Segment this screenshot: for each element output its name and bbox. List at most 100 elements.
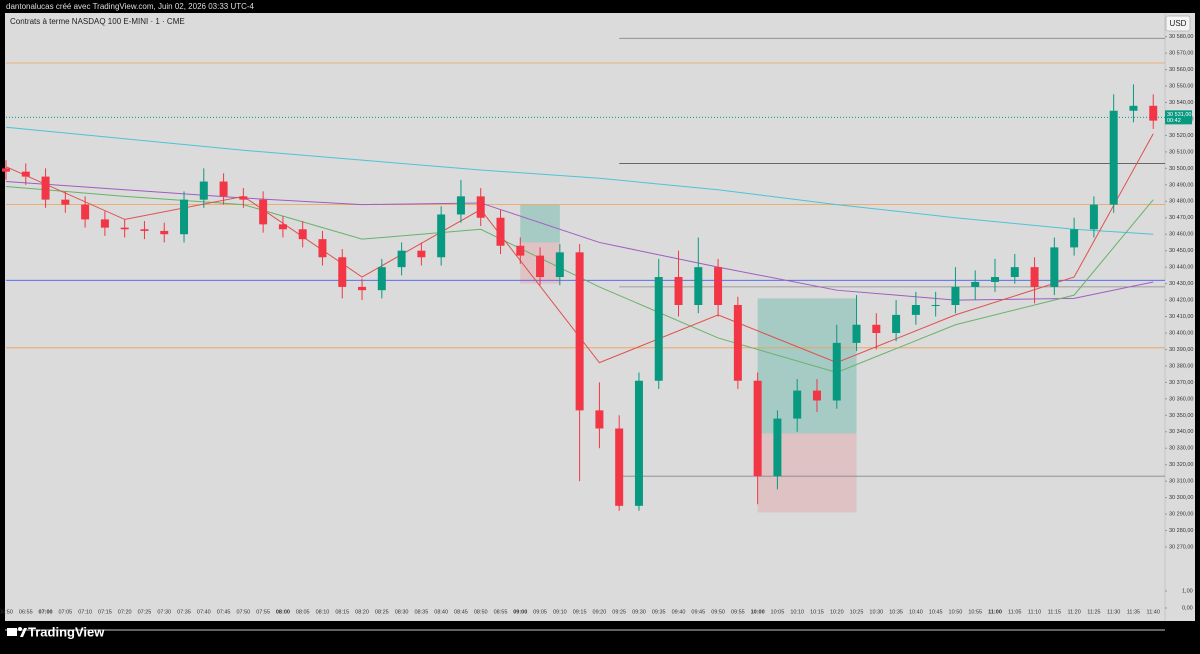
currency-box[interactable] bbox=[1165, 15, 1191, 32]
x-tick-label: 10:20 bbox=[830, 609, 844, 615]
x-tick-label: 10:55 bbox=[968, 609, 982, 615]
candle-body bbox=[180, 199, 189, 235]
x-tick-label: 07:50 bbox=[236, 609, 250, 615]
candle-body bbox=[615, 428, 624, 506]
y-tick-label: 30 310,00 bbox=[1169, 479, 1193, 485]
y-tick-label: 30 500,00 bbox=[1169, 166, 1193, 172]
y-tick-label: 30 350,00 bbox=[1169, 413, 1193, 419]
candle-body bbox=[41, 176, 50, 200]
x-tick-label: 11:10 bbox=[1028, 609, 1041, 615]
candle-body bbox=[516, 245, 525, 256]
plot-background bbox=[5, 13, 1195, 621]
candle-body bbox=[654, 277, 663, 381]
candle-body bbox=[358, 286, 367, 291]
x-tick-label: 10:00 bbox=[751, 609, 765, 615]
moving-average bbox=[5, 126, 1154, 235]
x-tick-label: 08:50 bbox=[474, 609, 488, 615]
candle-body bbox=[892, 314, 901, 333]
y-tick-label: 30 300,00 bbox=[1169, 495, 1193, 501]
y-tick-label: 30 470,00 bbox=[1169, 215, 1193, 221]
x-tick-label: 07:05 bbox=[58, 609, 72, 615]
y-tick-label: 30 380,00 bbox=[1169, 363, 1193, 369]
x-tick-label: 09:30 bbox=[632, 609, 646, 615]
x-tick-label: 07:25 bbox=[138, 609, 152, 615]
volume-tick-label: 0,00 bbox=[1182, 605, 1193, 611]
candle-body bbox=[496, 217, 505, 246]
x-tick-label: 09:55 bbox=[731, 609, 745, 615]
y-tick-label: 30 280,00 bbox=[1169, 528, 1193, 534]
x-tick-label: 09:05 bbox=[533, 609, 547, 615]
y-tick-label: 30 290,00 bbox=[1169, 512, 1193, 518]
x-tick-label: 07:40 bbox=[197, 609, 211, 615]
candle-body bbox=[239, 196, 248, 200]
volume-tick-label: 1,00 bbox=[1182, 588, 1193, 594]
x-tick-label: 09:50 bbox=[711, 609, 725, 615]
x-tick-label: 08:10 bbox=[316, 609, 330, 615]
x-tick-label: 11:30 bbox=[1107, 609, 1120, 615]
candle-body bbox=[61, 199, 70, 205]
x-tick-label: 10:30 bbox=[869, 609, 883, 615]
candle-body bbox=[694, 267, 703, 306]
candle-body bbox=[259, 199, 268, 225]
x-tick-label: 07:00 bbox=[39, 609, 53, 615]
y-tick-label: 30 480,00 bbox=[1169, 199, 1193, 205]
x-tick-label: 09:35 bbox=[652, 609, 666, 615]
x-tick-label: 08:25 bbox=[375, 609, 389, 615]
candle-body bbox=[852, 324, 861, 343]
y-tick-label: 30 570,00 bbox=[1169, 51, 1193, 57]
currency: USD bbox=[1170, 19, 1187, 28]
candle-body bbox=[1109, 110, 1118, 205]
last-price-tag bbox=[1165, 110, 1192, 125]
y-tick-label: 30 430,00 bbox=[1169, 281, 1193, 287]
candle-body bbox=[100, 219, 109, 228]
candle-body bbox=[476, 196, 485, 218]
candle-body bbox=[872, 324, 881, 333]
x-tick-label: 07:35 bbox=[177, 609, 191, 615]
candle-body bbox=[832, 342, 841, 401]
candle-body bbox=[536, 255, 545, 278]
x-tick-label: 07:20 bbox=[118, 609, 132, 615]
candle-body bbox=[951, 286, 960, 306]
x-tick-label: 08:00 bbox=[276, 609, 290, 615]
candle-body bbox=[911, 305, 920, 315]
countdown: 00:42 bbox=[1167, 118, 1181, 124]
x-tick-label: 11:35 bbox=[1127, 609, 1140, 615]
candle-body bbox=[417, 250, 426, 258]
y-tick-label: 30 540,00 bbox=[1169, 100, 1193, 106]
logo-mark bbox=[7, 628, 17, 636]
x-tick-label: 08:30 bbox=[395, 609, 409, 615]
y-tick-label: 30 510,00 bbox=[1169, 149, 1193, 155]
candle-body bbox=[437, 214, 446, 258]
candle-body bbox=[199, 181, 208, 200]
candle-body bbox=[456, 196, 465, 215]
candle-body bbox=[1050, 247, 1059, 287]
x-tick-label: 07:10 bbox=[78, 609, 92, 615]
y-tick-label: 30 560,00 bbox=[1169, 67, 1193, 73]
x-tick-label: 10:25 bbox=[850, 609, 864, 615]
candle-body bbox=[278, 224, 287, 230]
y-tick-label: 30 450,00 bbox=[1169, 248, 1193, 254]
x-tick-label: 10:50 bbox=[949, 609, 963, 615]
last-price-label: 30 531,00 bbox=[1167, 112, 1191, 118]
y-tick-label: 30 490,00 bbox=[1169, 182, 1193, 188]
x-tick-label: 10:05 bbox=[771, 609, 785, 615]
x-tick-label: 07:45 bbox=[217, 609, 231, 615]
candle-body bbox=[338, 257, 347, 287]
candle-body bbox=[931, 305, 940, 307]
candle-body bbox=[140, 229, 149, 231]
x-tick-label: 08:45 bbox=[454, 609, 468, 615]
y-tick-label: 30 440,00 bbox=[1169, 265, 1193, 271]
x-tick-label: 11:40 bbox=[1147, 609, 1160, 615]
x-tick-label: 08:20 bbox=[355, 609, 369, 615]
candle-body bbox=[674, 277, 683, 306]
candle-body bbox=[160, 230, 169, 235]
x-tick-label: 08:35 bbox=[414, 609, 428, 615]
candle-body bbox=[595, 410, 604, 429]
candle-body bbox=[773, 418, 782, 477]
y-tick-label: 30 580,00 bbox=[1169, 34, 1193, 40]
x-tick-label: 08:40 bbox=[434, 609, 448, 615]
candle-body bbox=[634, 380, 643, 506]
candle-body bbox=[81, 204, 90, 220]
y-tick-label: 30 390,00 bbox=[1169, 347, 1193, 353]
